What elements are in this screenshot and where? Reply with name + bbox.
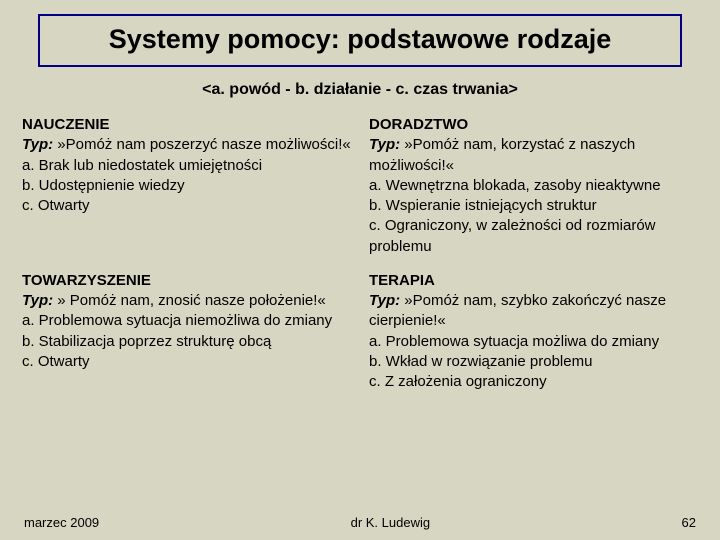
cell-typ-row: Typ: »Pomóż nam poszerzyć nasze możliwoś… [22, 135, 351, 155]
typ-label: Typ: [22, 136, 53, 153]
cell-heading: TERAPIA [369, 271, 698, 291]
title-box: Systemy pomocy: podstawowe rodzaje [38, 14, 682, 67]
cell-line: b. Udostępnienie wiedzy [22, 176, 351, 196]
cell-towarzyszenie: TOWARZYSZENIE Typ: » Pomóż nam, znosić n… [22, 271, 351, 393]
cell-typ-row: Typ: »Pomóż nam, korzystać z naszych moż… [369, 135, 698, 176]
slide-subtitle: <a. powód - b. działanie - c. czas trwan… [18, 81, 702, 99]
cell-heading: NAUCZENIE [22, 115, 351, 135]
slide-footer: marzec 2009 dr K. Ludewig 62 [0, 515, 720, 530]
footer-date: marzec 2009 [24, 515, 99, 530]
typ-text: » Pomóż nam, znosić nasze położenie!« [53, 292, 326, 309]
cell-line: c. Otwarty [22, 196, 351, 216]
slide: Systemy pomocy: podstawowe rodzaje <a. p… [0, 0, 720, 540]
cell-heading: TOWARZYSZENIE [22, 271, 351, 291]
cell-line: a. Problemowa sytuacja możliwa do zmiany [369, 332, 698, 352]
slide-title: Systemy pomocy: podstawowe rodzaje [50, 24, 670, 55]
typ-label: Typ: [369, 136, 400, 153]
cell-line: a. Brak lub niedostatek umiejętności [22, 156, 351, 176]
content-grid: NAUCZENIE Typ: »Pomóż nam poszerzyć nasz… [18, 115, 702, 392]
typ-text: »Pomóż nam poszerzyć nasze możliwości!« [53, 136, 351, 153]
cell-heading: DORADZTWO [369, 115, 698, 135]
cell-line: a. Problemowa sytuacja niemożliwa do zmi… [22, 311, 351, 331]
cell-line: c. Ograniczony, w zależności od rozmiaró… [369, 216, 698, 257]
typ-label: Typ: [22, 292, 53, 309]
cell-line: b. Wkład w rozwiązanie problemu [369, 352, 698, 372]
typ-label: Typ: [369, 292, 400, 309]
cell-terapia: TERAPIA Typ: »Pomóż nam, szybko zakończy… [369, 271, 698, 393]
cell-line: b. Stabilizacja poprzez strukturę obcą [22, 332, 351, 352]
typ-text: »Pomóż nam, szybko zakończyć nasze cierp… [369, 292, 666, 329]
footer-author: dr K. Ludewig [99, 515, 681, 530]
typ-text: »Pomóż nam, korzystać z naszych możliwoś… [369, 136, 635, 173]
cell-line: b. Wspieranie istniejących struktur [369, 196, 698, 216]
cell-line: a. Wewnętrzna blokada, zasoby nieaktywne [369, 176, 698, 196]
cell-nauczenie: NAUCZENIE Typ: »Pomóż nam poszerzyć nasz… [22, 115, 351, 257]
cell-doradztwo: DORADZTWO Typ: »Pomóż nam, korzystać z n… [369, 115, 698, 257]
cell-typ-row: Typ: » Pomóż nam, znosić nasze położenie… [22, 291, 351, 311]
cell-line: c. Z założenia ograniczony [369, 372, 698, 392]
cell-line: c. Otwarty [22, 352, 351, 372]
footer-page-number: 62 [682, 515, 696, 530]
cell-typ-row: Typ: »Pomóż nam, szybko zakończyć nasze … [369, 291, 698, 332]
